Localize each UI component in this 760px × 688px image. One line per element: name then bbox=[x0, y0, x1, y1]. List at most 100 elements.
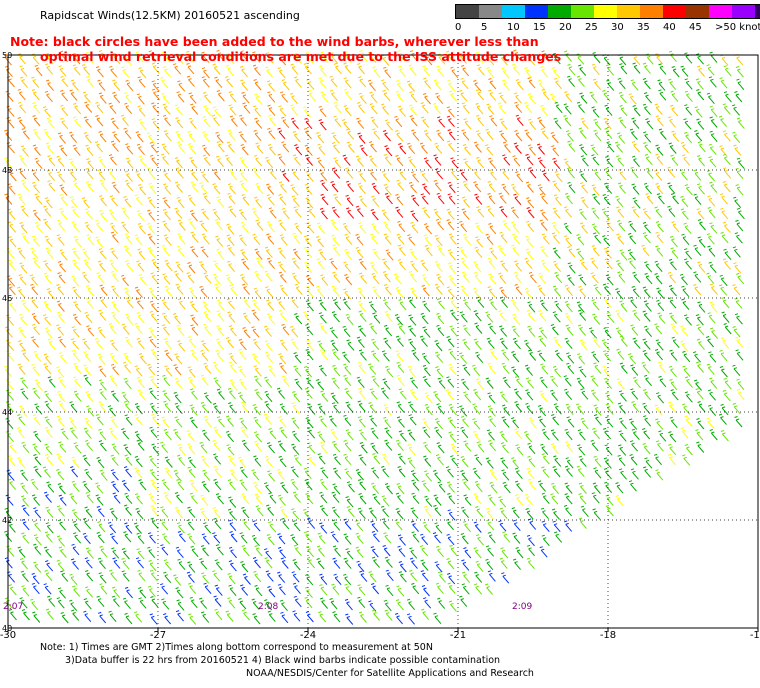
wind-barb bbox=[539, 546, 548, 558]
wind-barb bbox=[709, 222, 718, 234]
wind-barb bbox=[395, 206, 404, 218]
wind-barb bbox=[433, 102, 442, 115]
wind-barb bbox=[448, 431, 457, 443]
wind-barb bbox=[71, 248, 80, 260]
wind-barb bbox=[69, 599, 78, 612]
wind-barb bbox=[420, 193, 429, 205]
wind-barb bbox=[593, 118, 602, 131]
legend-swatch bbox=[732, 5, 755, 18]
wind-barb bbox=[385, 249, 394, 261]
wind-barb bbox=[82, 532, 91, 545]
wind-barb bbox=[138, 155, 147, 168]
wind-barb bbox=[267, 91, 276, 103]
wind-barb bbox=[474, 322, 483, 334]
wind-barb bbox=[489, 247, 498, 260]
wind-barb bbox=[125, 79, 134, 92]
wind-barb bbox=[358, 195, 367, 208]
wind-barb bbox=[356, 101, 365, 114]
wind-barb bbox=[123, 287, 132, 300]
wind-barb bbox=[475, 102, 484, 115]
wind-barb bbox=[69, 427, 78, 439]
wind-barb bbox=[5, 339, 14, 351]
wind-barb bbox=[422, 426, 431, 439]
wind-barb bbox=[307, 442, 316, 454]
wind-barb bbox=[17, 363, 26, 375]
wind-barb bbox=[45, 608, 54, 620]
wind-barb bbox=[643, 92, 652, 104]
wind-barb bbox=[358, 258, 367, 270]
wind-barb bbox=[473, 493, 482, 505]
wind-barb bbox=[630, 364, 639, 376]
wind-barb bbox=[319, 584, 328, 596]
wind-barb bbox=[446, 558, 455, 570]
wind-barb bbox=[161, 92, 170, 105]
wind-barb bbox=[225, 415, 234, 427]
wind-barb bbox=[618, 417, 627, 430]
wind-barb bbox=[109, 375, 118, 387]
wind-barb bbox=[58, 441, 67, 453]
wind-barb bbox=[343, 62, 352, 74]
wind-barb bbox=[17, 546, 26, 558]
wind-barb bbox=[631, 141, 640, 153]
wind-barb bbox=[693, 379, 702, 391]
wind-barb bbox=[268, 492, 277, 504]
wind-barb bbox=[216, 416, 225, 428]
wind-barb bbox=[485, 311, 494, 323]
legend-swatch bbox=[686, 5, 709, 18]
wind-barb bbox=[83, 132, 92, 144]
wind-barb bbox=[290, 325, 299, 338]
wind-barb bbox=[84, 417, 93, 430]
wind-barb bbox=[294, 52, 303, 65]
wind-barb bbox=[294, 283, 303, 296]
wind-barb bbox=[281, 116, 290, 129]
wind-barb bbox=[32, 102, 41, 114]
wind-barb bbox=[238, 348, 247, 361]
wind-barb bbox=[134, 194, 143, 206]
wind-barb bbox=[411, 194, 420, 207]
wind-barb bbox=[186, 571, 195, 583]
wind-barb bbox=[591, 299, 600, 311]
wind-barb bbox=[539, 327, 548, 339]
wind-barb bbox=[109, 569, 118, 581]
wind-barb bbox=[199, 220, 208, 232]
wind-barb bbox=[30, 247, 39, 260]
wind-barb bbox=[45, 522, 54, 534]
wind-barb bbox=[254, 584, 263, 597]
wind-barb bbox=[604, 104, 613, 116]
wind-barb bbox=[163, 234, 172, 246]
wind-barb bbox=[226, 298, 235, 310]
wind-barb bbox=[281, 79, 290, 91]
wind-barb bbox=[735, 219, 744, 232]
wind-barb bbox=[228, 519, 237, 532]
wind-barb bbox=[514, 101, 523, 114]
wind-barb bbox=[253, 416, 262, 429]
wind-barb bbox=[281, 207, 290, 220]
wind-barb bbox=[278, 271, 287, 283]
wind-barb bbox=[291, 430, 300, 443]
wind-barb bbox=[579, 170, 588, 183]
wind-barb bbox=[125, 260, 134, 272]
wind-barb bbox=[565, 457, 574, 469]
wind-barb bbox=[554, 170, 563, 183]
wind-barb bbox=[578, 64, 587, 76]
wind-barb bbox=[371, 556, 380, 568]
wind-barb bbox=[149, 469, 158, 481]
wind-barb bbox=[489, 115, 498, 127]
wind-barb bbox=[162, 374, 171, 387]
wind-barb bbox=[681, 285, 690, 298]
wind-barb bbox=[240, 249, 249, 261]
wind-barb bbox=[409, 115, 418, 127]
wind-barb bbox=[551, 222, 560, 234]
wind-barb bbox=[303, 467, 312, 480]
wind-barb bbox=[603, 117, 612, 130]
wind-barb bbox=[266, 299, 275, 311]
wind-barb bbox=[19, 313, 28, 326]
wind-barb bbox=[370, 546, 379, 558]
wind-barb bbox=[500, 457, 509, 469]
wind-barb bbox=[8, 608, 17, 621]
wind-barb bbox=[502, 154, 511, 166]
wind-barb bbox=[331, 206, 340, 219]
wind-barb bbox=[46, 117, 55, 129]
wind-barb bbox=[645, 118, 654, 130]
wind-barb bbox=[410, 221, 419, 234]
